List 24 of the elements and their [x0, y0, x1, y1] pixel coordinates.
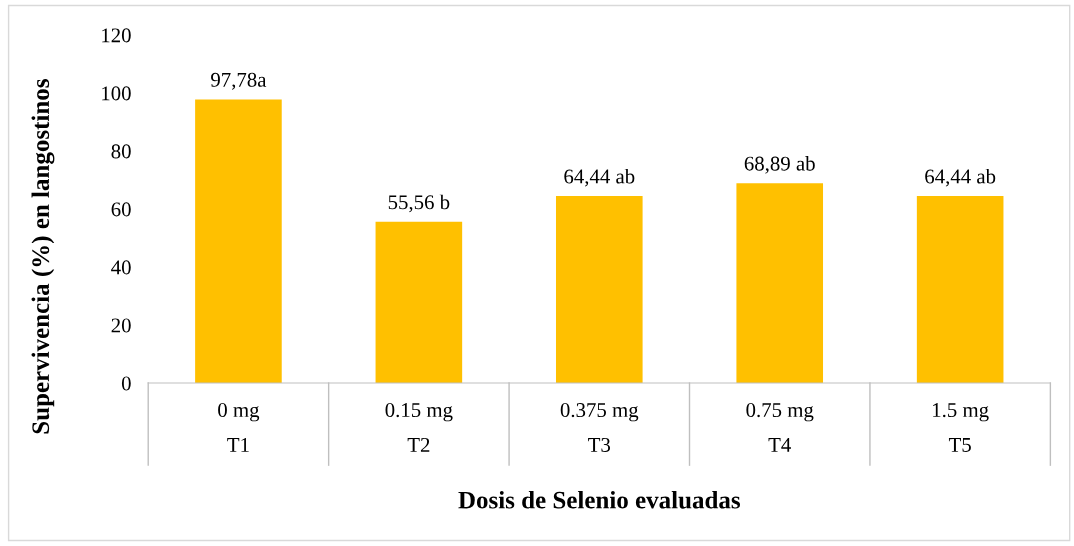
data-label: 64,44 ab: [564, 168, 635, 187]
data-label: 55,56 b: [388, 194, 450, 213]
bar: [555, 196, 643, 384]
y-tick-label: 20: [111, 318, 131, 333]
bar: [916, 196, 1004, 384]
bar: [375, 221, 463, 384]
y-tick-label: 80: [111, 144, 131, 159]
x-tick-label: 0.15 mg T2: [385, 403, 453, 452]
data-label: 68,89 ab: [744, 155, 815, 174]
bar: [736, 183, 824, 384]
y-tick-label: 100: [102, 86, 131, 101]
y-tick-label: 60: [111, 202, 131, 217]
x-axis-title: Dosis de Selenio evaluadas: [458, 490, 741, 509]
y-axis-title: Supervivencia (%) en langostinos: [31, 79, 55, 434]
y-tick-label: 120: [102, 28, 131, 43]
data-label: 97,78a: [211, 72, 267, 90]
x-tick-label: 1.5 mg T5: [933, 403, 989, 452]
y-tick-label: 40: [111, 260, 131, 275]
data-label: 64,44 ab: [925, 168, 996, 187]
x-tick-label: 0 mg T1: [218, 403, 260, 452]
x-tick-label: 0.375 mg T3: [560, 403, 639, 452]
x-tick-label: 0.75 mg T4: [746, 403, 814, 452]
bar: [195, 99, 282, 384]
y-tick-label: 0: [121, 376, 131, 391]
